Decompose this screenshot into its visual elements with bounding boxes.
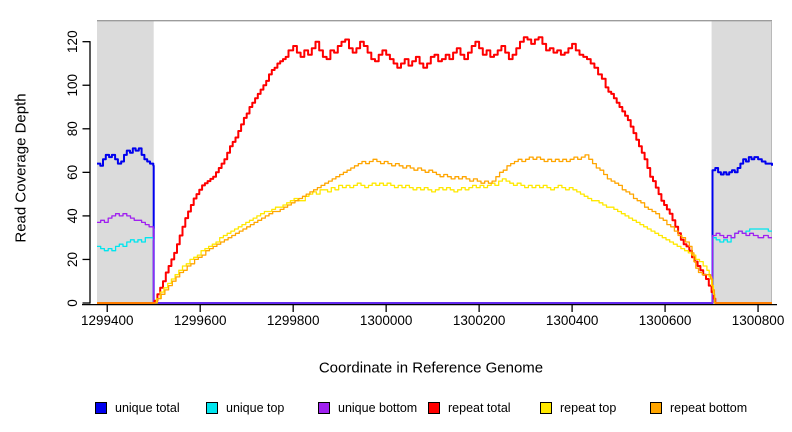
y-tick-label: 40 — [65, 208, 80, 223]
x-tick-label: 1300000 — [360, 313, 413, 328]
x-tick-label: 1300800 — [732, 313, 785, 328]
series-unique-top — [97, 228, 772, 304]
y-axis-title: Read Coverage Depth — [12, 93, 30, 243]
x-tick-label: 1300400 — [546, 313, 599, 328]
x-axis-title: Coordinate in Reference Genome — [318, 359, 544, 377]
series-repeat-bottom — [97, 154, 772, 304]
x-tick-label: 1299600 — [174, 313, 227, 328]
x-tick-label: 1299400 — [81, 313, 134, 328]
series-unique-bottom — [97, 213, 772, 304]
x-tick-label: 1299800 — [267, 313, 320, 328]
y-tick-label: 80 — [65, 121, 80, 136]
y-tick-label: 20 — [65, 252, 80, 267]
x-tick-label: 1300600 — [639, 313, 692, 328]
series-repeat-total — [97, 36, 772, 304]
x-tick-label: 1300200 — [453, 313, 506, 328]
y-tick-label: 60 — [65, 165, 80, 180]
y-tick-label: 120 — [65, 30, 80, 53]
shaded-region — [97, 21, 154, 304]
series-repeat-top — [97, 178, 772, 304]
y-tick-label: 0 — [65, 299, 80, 307]
y-tick-label: 100 — [65, 74, 80, 97]
